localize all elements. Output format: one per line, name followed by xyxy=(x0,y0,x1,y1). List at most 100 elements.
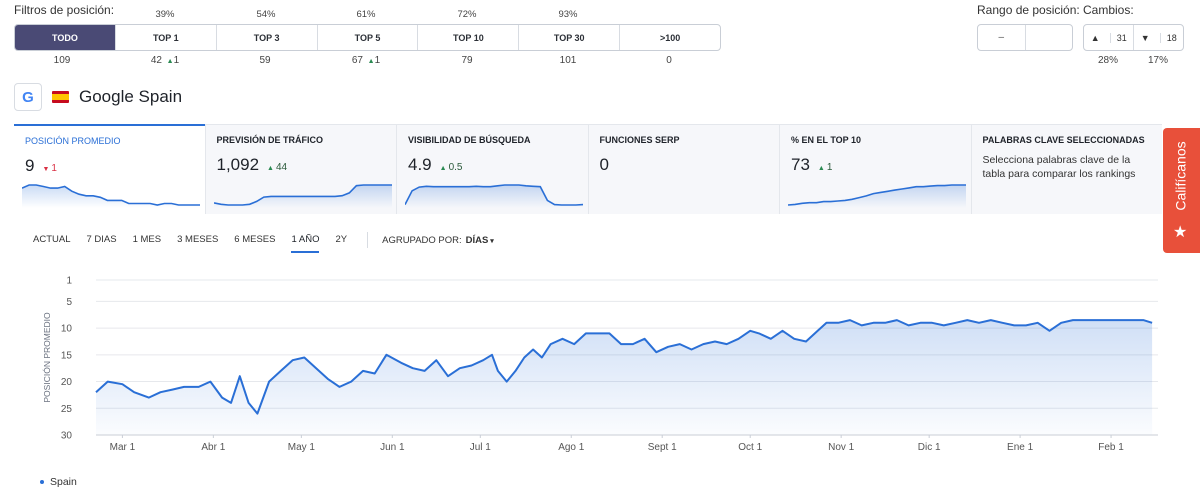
period-6-months[interactable]: 6 MESES xyxy=(234,233,276,245)
x-tick-label: Ene 1 xyxy=(1007,442,1034,453)
arrow-up-icon: ▲ xyxy=(267,165,274,172)
metric-label: PALABRAS CLAVE SELECCIONADAS xyxy=(982,135,1145,145)
legend-label: Spain xyxy=(50,476,77,488)
arrow-up-icon: ▲ xyxy=(1090,32,1100,43)
metric-label: VISIBILIDAD DE BÚSQUEDA xyxy=(408,135,531,145)
period-selector: ACTUAL 7 DIAS 1 MES 3 MESES 6 MESES 1 AÑ… xyxy=(33,232,494,254)
position-filters-title: Filtros de posición: xyxy=(14,3,115,17)
changes-up-percent: 28% xyxy=(1097,55,1118,66)
over100-count: 0 xyxy=(666,55,672,66)
position-range-selector[interactable]: – xyxy=(977,24,1073,51)
y-tick-label: 25 xyxy=(61,404,73,415)
top1-percent: 39% xyxy=(155,9,175,20)
filter-over100-button[interactable]: >100 xyxy=(619,25,720,50)
top5-percent: 61% xyxy=(356,9,376,20)
metric-value: 1,092 xyxy=(216,155,260,174)
arrow-down-icon: ▼ xyxy=(42,166,50,173)
metric-label: % EN EL TOP 10 xyxy=(791,135,862,145)
top1-count: 42 ▲1 xyxy=(115,55,215,66)
x-tick-label: Oct 1 xyxy=(738,442,762,453)
metric-value: 73 xyxy=(791,155,810,174)
metric-serp-features[interactable]: FUNCIONES SERP 0 xyxy=(587,125,779,214)
y-tick-label: 20 xyxy=(61,377,73,388)
sparkline-area xyxy=(22,185,200,208)
top1-count-value: 42 xyxy=(150,55,162,66)
filter-top3-button[interactable]: TOP 3 xyxy=(215,25,317,50)
period-1-month[interactable]: 1 MES xyxy=(132,233,162,245)
metric-delta: ▼ 1 xyxy=(42,163,57,174)
sparkline-line xyxy=(788,184,966,206)
changes-down-percent: 17% xyxy=(1147,55,1168,66)
series-area xyxy=(96,320,1153,435)
changes-up-value: 31 xyxy=(1109,32,1134,43)
filter-top1-button[interactable]: TOP 1 xyxy=(114,25,216,50)
series-line-spain xyxy=(95,319,1153,415)
metric-top10-percent[interactable]: % EN EL TOP 10 73 ▲ 1 xyxy=(779,125,971,214)
filter-top30-button[interactable]: TOP 30 xyxy=(518,25,619,50)
search-engine-header: G Google Spain xyxy=(14,83,182,111)
metric-value-row: 4.9 ▲ 0.5 xyxy=(408,155,588,175)
y-tick-label: 30 xyxy=(61,431,73,442)
metric-selected-keywords: PALABRAS CLAVE SELECCIONADAS Selecciona … xyxy=(970,125,1162,214)
sparkline-area xyxy=(788,185,966,208)
top10-percent: 72% xyxy=(457,9,477,20)
y-tick-label: 10 xyxy=(61,324,73,335)
period-7-days[interactable]: 7 DIAS xyxy=(86,233,117,245)
period-3-months[interactable]: 3 MESES xyxy=(177,233,219,245)
legend-dot-icon xyxy=(40,480,44,484)
top3-percent: 54% xyxy=(256,9,276,20)
metric-sparkline xyxy=(213,184,392,208)
metric-label: FUNCIONES SERP xyxy=(599,135,680,145)
arrow-down-icon: ▼ xyxy=(1140,32,1150,43)
x-tick-label: Mar 1 xyxy=(110,442,136,453)
y-tick-label: 5 xyxy=(66,297,72,308)
top3-count: 59 xyxy=(259,55,271,66)
x-tick-label: Jul 1 xyxy=(470,442,492,453)
sparkline-line xyxy=(213,184,392,206)
top10-count: 79 xyxy=(461,55,473,66)
metric-value: 9 xyxy=(25,156,35,175)
y-tick-label: 1 xyxy=(66,276,72,287)
metric-search-visibility[interactable]: VISIBILIDAD DE BÚSQUEDA 4.9 ▲ 0.5 xyxy=(396,125,588,214)
sparkline-line xyxy=(22,184,200,206)
filter-top5-button[interactable]: TOP 5 xyxy=(316,25,418,50)
metrics-row: POSICIÓN PROMEDIO 9 ▼ 1 PREVISIÓN DE TRÁF… xyxy=(14,124,1162,214)
arrow-up-icon: ▲ xyxy=(164,58,174,65)
metric-delta-value: 44 xyxy=(275,162,288,173)
range-end xyxy=(1024,25,1073,50)
metric-delta-value: 0.5 xyxy=(448,162,463,173)
range-value: – xyxy=(998,32,1005,43)
arrow-up-icon: ▲ xyxy=(817,165,825,172)
chart-legend: Spain xyxy=(40,476,77,488)
period-2-years[interactable]: 2Y xyxy=(335,233,348,245)
y-tick-label: 15 xyxy=(61,350,73,361)
changes-down-button[interactable]: ▼ 18 xyxy=(1133,25,1183,50)
rate-us-label: Califícanos xyxy=(1173,141,1190,211)
changes-title: Cambios: xyxy=(1083,3,1134,17)
metric-traffic-forecast[interactable]: PREVISIÓN DE TRÁFICO 1,092 ▲ 44 xyxy=(204,125,396,214)
metric-value-row: 73 ▲ 1 xyxy=(791,155,971,175)
metric-average-position[interactable]: POSICIÓN PROMEDIO 9 ▼ 1 xyxy=(14,124,205,214)
period-1-year[interactable]: 1 AÑO xyxy=(291,234,320,253)
group-by-label: AGRUPADO POR: xyxy=(382,234,462,246)
x-tick-label: Abr 1 xyxy=(201,442,225,453)
period-actual[interactable]: ACTUAL xyxy=(33,233,71,245)
rate-us-tab[interactable]: Califícanos ★ xyxy=(1163,128,1200,253)
group-by-dropdown[interactable]: DÍAS ▾ xyxy=(466,235,494,252)
x-tick-label: May 1 xyxy=(288,442,316,453)
y-axis-label: POSICIÓN PROMEDIO xyxy=(42,312,52,403)
all-count: 109 xyxy=(53,55,71,66)
divider xyxy=(367,232,369,248)
metric-delta: ▲ 44 xyxy=(267,162,287,173)
top5-count-value: 67 xyxy=(351,55,363,66)
x-tick-label: Jun 1 xyxy=(380,442,405,453)
filter-top10-button[interactable]: TOP 10 xyxy=(417,25,518,50)
metric-delta: ▲ 1 xyxy=(818,162,833,173)
top5-count: 67 ▲1 xyxy=(316,55,416,66)
metric-value: 4.9 xyxy=(408,155,432,174)
x-tick-label: Ago 1 xyxy=(558,442,585,453)
changes-up-button[interactable]: ▲ 31 xyxy=(1084,25,1133,50)
filter-all-button[interactable]: TODO xyxy=(15,25,115,50)
metric-delta-value: 1 xyxy=(51,163,57,174)
